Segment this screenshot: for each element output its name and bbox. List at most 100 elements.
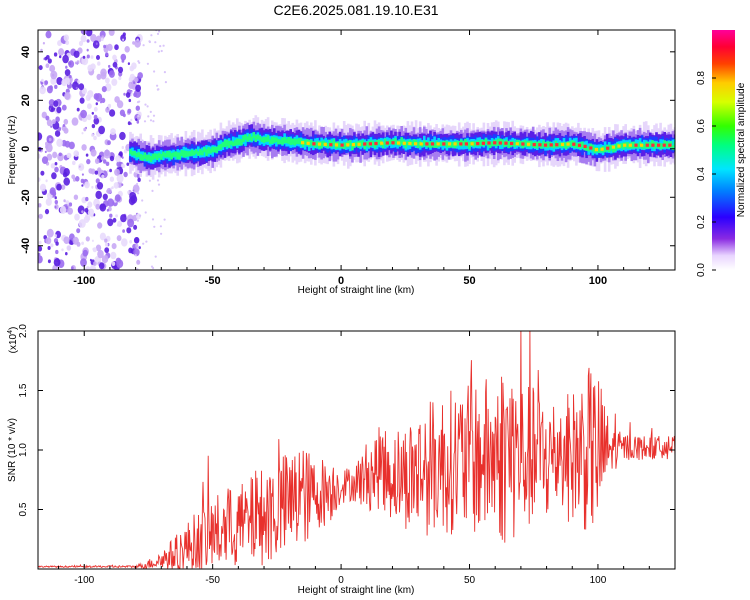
spectrogram-band	[236, 138, 239, 146]
spectrogram-band	[164, 152, 167, 158]
spectrogram-speckle	[154, 41, 157, 44]
spectrogram-speckle	[163, 218, 166, 221]
spectrogram-peak	[532, 143, 536, 147]
spectrogram-band	[468, 142, 471, 149]
spectrogram-speckle	[48, 99, 55, 107]
spectrogram-speckle	[74, 61, 77, 65]
spectrogram-speckle	[152, 266, 155, 270]
spectrogram-band	[589, 143, 593, 150]
spectrogram-band	[575, 142, 578, 148]
spectrogram-speckle	[133, 224, 138, 230]
spectrogram-speckle	[132, 184, 140, 193]
spectrogram-peak	[317, 142, 322, 146]
spectrogram-speckle	[41, 111, 47, 119]
spectrogram-speckle	[50, 107, 54, 111]
colorbar-tick-label: 0.4	[696, 167, 707, 181]
spectrogram-peak	[498, 141, 502, 145]
spectrogram-speckle	[105, 107, 110, 113]
spectrogram-speckle	[103, 149, 111, 159]
spectrogram-speckle	[116, 223, 120, 227]
spectrogram-speckle	[135, 118, 138, 121]
spectrogram-speckle	[128, 76, 133, 83]
spectrogram-speckle	[95, 244, 102, 252]
spectrogram-speckle	[152, 120, 155, 123]
spectrogram-speckle	[102, 159, 107, 164]
spectrogram-speckle	[105, 161, 110, 166]
spectrogram-speckle	[93, 117, 100, 125]
spectrogram-band	[219, 143, 223, 150]
spectrogram-peak	[425, 142, 429, 146]
spectrogram-speckle	[77, 79, 80, 84]
spectrogram-speckle	[138, 246, 141, 250]
spectrogram-speckle	[94, 158, 100, 165]
spectrogram-speckle	[86, 39, 90, 43]
spectrogram-peak	[391, 141, 395, 145]
spectrogram-speckle	[99, 203, 107, 212]
spectrogram-peak	[363, 142, 367, 146]
spectrogram-speckle	[119, 223, 122, 227]
spectrogram-speckle	[102, 193, 108, 200]
spectrogram-band	[205, 149, 208, 157]
spectrogram-band	[394, 138, 397, 145]
spectrogram-speckle	[72, 160, 76, 166]
colorbar: 0.0 0.2 0.4 0.6 0.8 Normalized spectral ampl…	[696, 30, 747, 277]
spectrogram-peak	[645, 143, 649, 147]
spectrogram-speckle	[46, 119, 53, 127]
spectrogram-speckle	[47, 246, 51, 250]
spectrogram-speckle	[93, 106, 98, 112]
snr-exponent-close: )	[8, 327, 19, 330]
figure-title: C2E6.2025.081.19.10.E31	[273, 2, 438, 18]
spectrogram-speckle	[128, 98, 132, 103]
spectrogram-peak	[504, 141, 508, 145]
spectrogram-band	[529, 140, 533, 146]
spectrogram-speckle	[115, 214, 118, 218]
spectrogram-speckle	[136, 38, 139, 41]
spectrogram-speckle	[46, 228, 54, 238]
spectrogram-band	[412, 139, 416, 146]
spectrogram-speckle	[137, 192, 140, 195]
colorbar-tick-label: 0.8	[696, 71, 707, 85]
spectrogram-speckle	[136, 120, 140, 124]
spectrogram-band	[252, 132, 256, 139]
spectrogram-speckle	[65, 200, 70, 206]
spectrogram-speckle	[78, 40, 84, 47]
spectrogram-speckle	[153, 70, 156, 73]
spectrogram-speckle	[65, 40, 70, 46]
colorbar-ticks: 0.0 0.2 0.4 0.6 0.8	[696, 71, 716, 277]
spectrogram-band	[433, 136, 436, 148]
x-tick-label: 100	[589, 275, 607, 287]
spectrogram-speckle	[80, 109, 87, 119]
spectrogram-speckle	[137, 60, 140, 63]
spectrogram-band	[217, 145, 221, 151]
snr-exponent-base: (x10	[8, 333, 19, 353]
spectrogram-speckle	[77, 205, 85, 215]
spectrogram-speckle	[38, 255, 43, 264]
spectrogram-band	[546, 141, 549, 149]
x-tick-label: 0	[338, 275, 344, 287]
spectrogram-speckle	[40, 48, 43, 52]
spectrogram-band	[199, 149, 202, 156]
spectrogram-peak	[453, 142, 457, 146]
spectrogram-speckle	[49, 85, 53, 90]
spectrogram-speckle	[78, 83, 85, 91]
spectrogram-speckle	[82, 55, 86, 59]
spectrogram-band	[279, 139, 282, 145]
spectrogram-band	[320, 141, 323, 149]
spectrogram-speckle	[114, 194, 121, 202]
spectrogram-band	[303, 140, 307, 145]
spectrogram-speckle	[106, 170, 109, 173]
spectrogram-speckle	[73, 150, 79, 158]
spectrogram-band	[400, 137, 403, 145]
spectrogram-speckle	[80, 178, 85, 184]
spectrogram-frame	[37, 29, 676, 271]
spectrogram-band	[332, 139, 336, 146]
spectrogram-speckle	[91, 124, 96, 129]
spectrogram-speckle	[44, 56, 48, 61]
spectrogram-peak	[329, 143, 333, 147]
spectrogram-speckle	[156, 32, 160, 36]
spectrogram-band	[349, 140, 352, 146]
spectrogram-band	[277, 139, 280, 145]
spectrogram-speckle	[68, 141, 75, 150]
spectrogram-speckle	[81, 132, 84, 135]
spectrogram-speckle	[81, 210, 84, 214]
